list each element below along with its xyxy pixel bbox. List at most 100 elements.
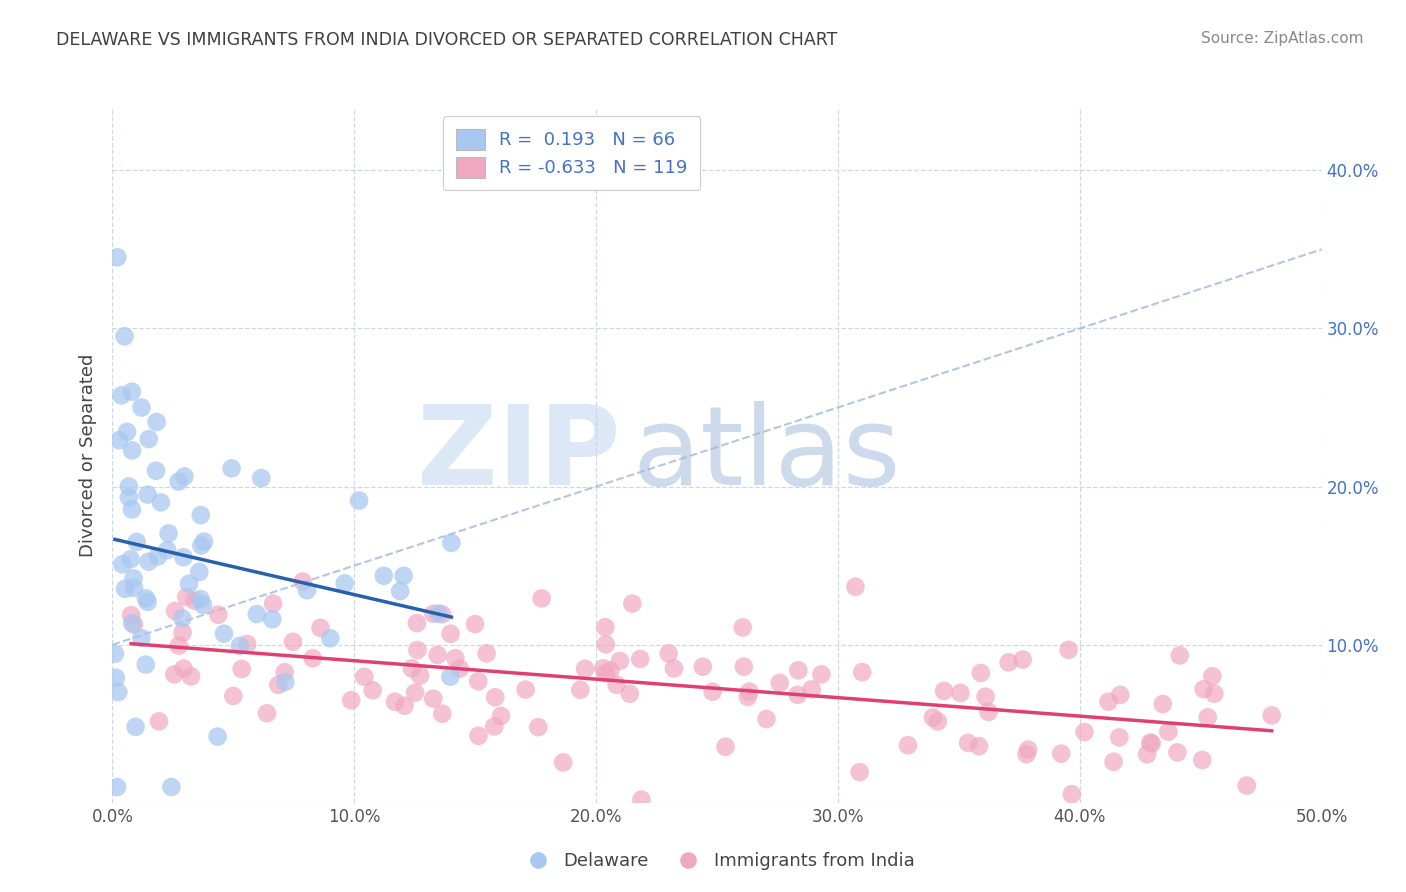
Point xyxy=(389,584,412,599)
Point xyxy=(135,591,157,606)
Point xyxy=(1060,787,1083,801)
Point xyxy=(422,691,444,706)
Point xyxy=(104,647,127,661)
Point xyxy=(392,568,415,582)
Point xyxy=(949,686,972,700)
Point xyxy=(190,592,212,607)
Point xyxy=(190,508,212,523)
Point xyxy=(592,661,614,675)
Point xyxy=(599,664,621,678)
Point xyxy=(1192,682,1215,697)
Point xyxy=(212,626,235,640)
Point xyxy=(165,604,187,618)
Point xyxy=(190,538,212,552)
Point xyxy=(957,736,980,750)
Point xyxy=(361,683,384,698)
Point xyxy=(810,667,832,681)
Point xyxy=(148,714,170,729)
Point xyxy=(267,678,290,692)
Point xyxy=(430,607,453,622)
Point xyxy=(256,706,278,721)
Point xyxy=(967,739,990,754)
Point xyxy=(702,684,724,698)
Legend: Delaware, Immigrants from India: Delaware, Immigrants from India xyxy=(513,845,921,877)
Point xyxy=(439,670,461,684)
Point xyxy=(110,388,132,402)
Point xyxy=(262,597,284,611)
Point xyxy=(489,709,512,723)
Point xyxy=(108,434,131,448)
Point xyxy=(118,491,141,505)
Point xyxy=(180,669,202,683)
Point xyxy=(1157,724,1180,739)
Point xyxy=(122,571,145,585)
Point xyxy=(1197,710,1219,724)
Point xyxy=(401,661,423,675)
Point xyxy=(1050,747,1073,761)
Point xyxy=(609,654,631,668)
Point xyxy=(970,665,993,680)
Point xyxy=(333,576,356,591)
Point xyxy=(449,662,471,676)
Point xyxy=(121,443,143,458)
Point xyxy=(714,739,737,754)
Point xyxy=(114,329,136,343)
Text: ZIP: ZIP xyxy=(418,401,620,508)
Point xyxy=(136,595,159,609)
Point xyxy=(121,502,143,516)
Point xyxy=(595,637,617,651)
Point xyxy=(737,690,759,704)
Point xyxy=(173,662,195,676)
Point xyxy=(755,712,778,726)
Point xyxy=(121,616,143,631)
Point xyxy=(787,664,810,678)
Point xyxy=(406,643,429,657)
Point xyxy=(124,720,146,734)
Point xyxy=(191,598,214,612)
Point xyxy=(176,590,198,604)
Point xyxy=(997,655,1019,669)
Point xyxy=(229,639,252,653)
Point xyxy=(1073,725,1095,739)
Point xyxy=(662,661,685,675)
Point xyxy=(432,706,454,721)
Point xyxy=(193,534,215,549)
Point xyxy=(231,662,253,676)
Point xyxy=(121,384,143,399)
Point xyxy=(125,534,148,549)
Point xyxy=(1201,669,1223,683)
Point xyxy=(595,620,617,634)
Point xyxy=(120,552,142,566)
Point xyxy=(530,591,553,606)
Point xyxy=(1108,731,1130,745)
Point xyxy=(1015,747,1038,761)
Point xyxy=(222,689,245,703)
Point xyxy=(145,464,167,478)
Point xyxy=(149,495,172,509)
Point xyxy=(515,682,537,697)
Point xyxy=(319,632,342,646)
Point xyxy=(107,685,129,699)
Point xyxy=(467,729,489,743)
Point xyxy=(262,612,284,626)
Point xyxy=(444,651,467,665)
Point xyxy=(1136,747,1159,762)
Point xyxy=(295,583,318,598)
Point xyxy=(274,665,297,680)
Point xyxy=(183,594,205,608)
Point xyxy=(422,607,444,621)
Point xyxy=(221,461,243,475)
Point xyxy=(167,639,190,653)
Point xyxy=(619,687,641,701)
Point xyxy=(628,652,651,666)
Point xyxy=(173,550,195,565)
Point xyxy=(630,792,652,806)
Point xyxy=(173,469,195,483)
Y-axis label: Divorced or Separated: Divorced or Separated xyxy=(79,353,97,557)
Point xyxy=(172,625,194,640)
Point xyxy=(104,671,127,685)
Point xyxy=(120,608,142,623)
Point xyxy=(574,662,596,676)
Text: atlas: atlas xyxy=(633,401,901,508)
Point xyxy=(484,719,506,733)
